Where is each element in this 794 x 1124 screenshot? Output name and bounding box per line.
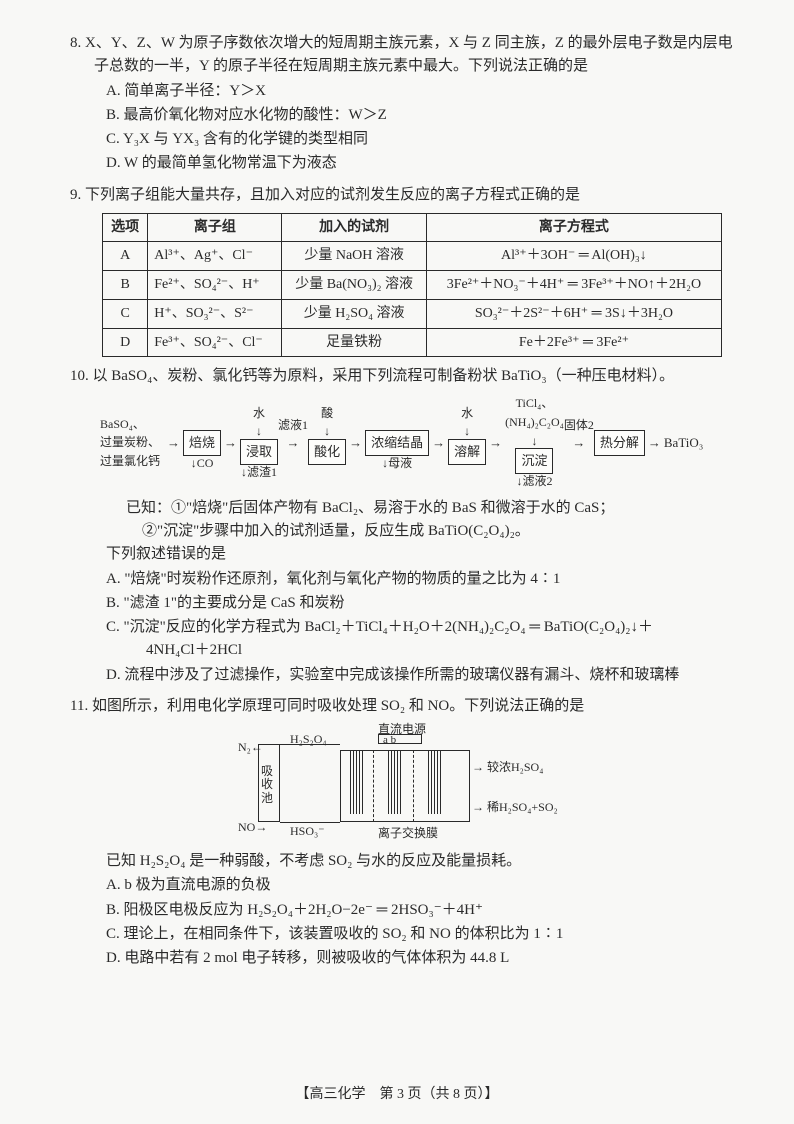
th: 离子组 xyxy=(148,213,282,242)
q10-option-c-line2: 4NH₄Cl＋2HCl xyxy=(70,639,736,662)
question-9: 9. 下列离子组能大量共存，且加入对应的试剂发生反应的离子方程式正确的是 选项 … xyxy=(70,184,736,358)
q10-known-1: 已知：①"焙烧"后固体产物有 BaCl₂、易溶于水的 BaS 和微溶于水的 Ca… xyxy=(70,497,736,520)
r1-label: → 较浓H₂SO₄ xyxy=(472,758,543,777)
electrode xyxy=(428,750,442,814)
q10-known-2: ②"沉淀"步骤中加入的试剂适量，反应生成 BaTiO(C₂O₄)₂。 xyxy=(70,520,736,543)
q8-option-b: B. 最高价氧化物对应水化物的酸性：W＞Z xyxy=(70,104,736,127)
arrow-icon: → xyxy=(349,433,362,453)
label: a b xyxy=(383,732,396,749)
r2-label: → 稀H₂SO₄+SO₂ xyxy=(472,798,558,817)
q8-stem: 8. X、Y、Z、W 为原子序数依次增大的短周期主族元素，X 与 Z 同主族，Z… xyxy=(70,32,736,79)
page-footer: 【高三化学 第 3 页（共 8 页）】 xyxy=(0,1084,794,1106)
flow-box: 焙烧 xyxy=(183,430,221,456)
q11-known: 已知 H₂S₂O₄ 是一种弱酸，不考虑 SO₂ 与水的反应及能量损耗。 xyxy=(70,850,736,873)
q11-option-b: B. 阳极区电极反应为 H₂S₂O₄＋2H₂O−2e⁻ ═ 2HSO₃⁻＋4H⁺ xyxy=(70,899,736,922)
td: Fe²⁺、SO₄²⁻、H⁺ xyxy=(148,271,282,300)
q11-diagram: 吸 收 池 N₂← NO→ H₂S₂O₄ HSO₃⁻ 直流电源 a b → 较浓… xyxy=(238,722,568,846)
no-label: NO→ xyxy=(238,818,267,837)
flow-box: 溶解 xyxy=(448,439,486,465)
td: 足量铁粉 xyxy=(282,328,426,357)
td: A xyxy=(103,242,148,271)
q9-table: 选项 离子组 加入的试剂 离子方程式 A Al³⁺、Ag⁺、Cl⁻ 少量 NaO… xyxy=(102,213,722,357)
th: 加入的试剂 xyxy=(282,213,426,242)
flow-box: 浓缩结晶 xyxy=(365,430,429,456)
arrow-icon: → xyxy=(648,433,661,453)
flow-label: TiCl₄、 (NH₄)₂C₂O₄ xyxy=(505,396,564,429)
electrode xyxy=(388,750,402,814)
label: 吸 收 池 xyxy=(261,765,273,805)
td: Fe＋2Fe³⁺ ═ 3Fe²⁺ xyxy=(426,328,721,357)
td: 少量 Ba(NO₃)₂ 溶液 xyxy=(282,271,426,300)
q10-option-d: D. 流程中涉及了过滤操作，实验室中完成该操作所需的玻璃仪器有漏斗、烧杯和玻璃棒 xyxy=(70,664,736,687)
th: 离子方程式 xyxy=(426,213,721,242)
table-row: 选项 离子组 加入的试剂 离子方程式 xyxy=(103,213,722,242)
flow-box: 热分解 xyxy=(594,430,645,456)
flow-box: 酸化 xyxy=(308,439,346,465)
q9-stem: 9. 下列离子组能大量共存，且加入对应的试剂发生反应的离子方程式正确的是 xyxy=(70,184,736,207)
flow-label: 滤渣1 xyxy=(247,465,277,479)
arrow-icon: → xyxy=(167,433,180,453)
q10-sub: 下列叙述错误的是 xyxy=(70,543,736,566)
membrane xyxy=(413,750,414,822)
flow-input: BaSO₄、 过量炭粉、 过量氯化钙 xyxy=(100,415,160,471)
td: 少量 H₂SO₄ 溶液 xyxy=(282,299,426,328)
q10-option-b: B. "滤渣 1"的主要成分是 CaS 和炭粉 xyxy=(70,592,736,615)
arrow-icon: → xyxy=(572,433,585,453)
td: Al³⁺、Ag⁺、Cl⁻ xyxy=(148,242,282,271)
q10-option-a: A. "焙烧"时炭粉作还原剂，氧化剂与氧化产物的物质的量之比为 4∶1 xyxy=(70,568,736,591)
flow-box: 沉淀 xyxy=(515,448,553,474)
td: Al³⁺＋3OH⁻ ═ Al(OH)₃↓ xyxy=(426,242,721,271)
table-row: C H⁺、SO₃²⁻、S²⁻ 少量 H₂SO₄ 溶液 SO₃²⁻＋2S²⁻＋6H… xyxy=(103,299,722,328)
membrane xyxy=(373,750,374,822)
flow-label: 滤液2 xyxy=(522,474,552,488)
question-11: 11. 如图所示，利用电化学原理可同时吸收处理 SO₂ 和 NO。下列说法正确的… xyxy=(70,695,736,971)
q11-stem: 11. 如图所示，利用电化学原理可同时吸收处理 SO₂ 和 NO。下列说法正确的… xyxy=(70,695,736,718)
arrow-icon: → xyxy=(432,433,445,453)
q11-option-a: A. b 极为直流电源的负极 xyxy=(70,874,736,897)
flow-output: BaTiO₃ xyxy=(664,433,703,453)
n2-label: N₂← xyxy=(238,738,263,757)
flow-label: 水 xyxy=(461,406,473,420)
q10-flowchart: BaSO₄、 过量炭粉、 过量氯化钙 → 焙烧 ↓CO → 水↓ 浸取 ↓滤渣1… xyxy=(100,394,736,491)
table-row: B Fe²⁺、SO₄²⁻、H⁺ 少量 Ba(NO₃)₂ 溶液 3Fe²⁺＋NO₃… xyxy=(103,271,722,300)
question-10: 10. 以 BaSO₄、炭粉、氯化钙等为原料，采用下列流程可制备粉状 BaTiO… xyxy=(70,365,736,687)
q8-option-a: A. 简单离子半径：Y＞X xyxy=(70,80,736,103)
q11-option-d: D. 电路中若有 2 mol 电子转移，则被吸收的气体体积为 44.8 L xyxy=(70,947,736,970)
flow-label: 水 xyxy=(253,406,265,420)
flow-label: 酸 xyxy=(321,406,333,420)
q8-option-c: C. Y₃X 与 YX₃ 含有的化学键的类型相同 xyxy=(70,128,736,151)
electrode xyxy=(350,750,364,814)
td: SO₃²⁻＋2S²⁻＋6H⁺ ═ 3S↓＋3H₂O xyxy=(426,299,721,328)
q10-stem: 10. 以 BaSO₄、炭粉、氯化钙等为原料，采用下列流程可制备粉状 BaTiO… xyxy=(70,365,736,388)
arrow-icon: → xyxy=(224,433,237,453)
q10-option-c-line1: C. "沉淀"反应的化学方程式为 BaCl₂＋TiCl₄＋H₂O＋2(NH₄)₂… xyxy=(70,616,736,639)
flow-box: 浸取 xyxy=(240,439,278,465)
label: HSO₃⁻ xyxy=(290,822,325,841)
table-row: D Fe³⁺、SO₄²⁻、Cl⁻ 足量铁粉 Fe＋2Fe³⁺ ═ 3Fe²⁺ xyxy=(103,328,722,357)
flow-label: 母液 xyxy=(388,456,412,470)
label: H₂S₂O₄ xyxy=(290,730,327,749)
q11-option-c: C. 理论上，在相同条件下，该装置吸收的 SO₂ 和 NO 的体积比为 1∶1 xyxy=(70,923,736,946)
arrow-icon: → xyxy=(287,433,300,453)
td: H⁺、SO₃²⁻、S²⁻ xyxy=(148,299,282,328)
arrow-icon: → xyxy=(489,433,502,453)
th: 选项 xyxy=(103,213,148,242)
td: D xyxy=(103,328,148,357)
flow-label: CO xyxy=(197,456,214,470)
q8-option-d: D. W 的最简单氢化物常温下为液态 xyxy=(70,152,736,175)
td: Fe³⁺、SO₄²⁻、Cl⁻ xyxy=(148,328,282,357)
td: 3Fe²⁺＋NO₃⁻＋4H⁺ ═ 3Fe³⁺＋NO↑＋2H₂O xyxy=(426,271,721,300)
td: B xyxy=(103,271,148,300)
question-8: 8. X、Y、Z、W 为原子序数依次增大的短周期主族元素，X 与 Z 同主族，Z… xyxy=(70,32,736,176)
membrane-label: 离子交换膜 xyxy=(378,824,438,843)
td: C xyxy=(103,299,148,328)
td: 少量 NaOH 溶液 xyxy=(282,242,426,271)
table-row: A Al³⁺、Ag⁺、Cl⁻ 少量 NaOH 溶液 Al³⁺＋3OH⁻ ═ Al… xyxy=(103,242,722,271)
